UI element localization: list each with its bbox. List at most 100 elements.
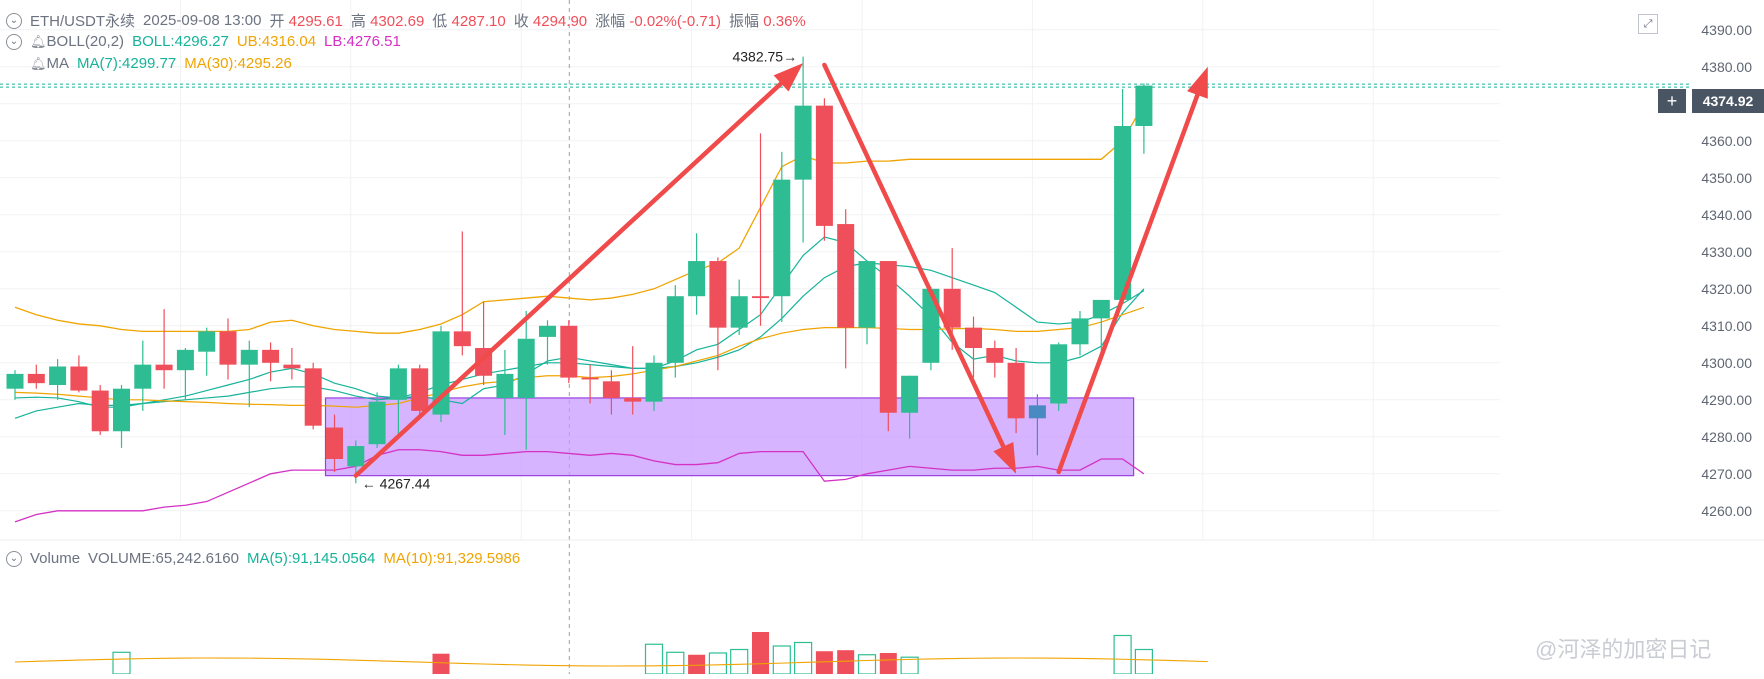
volume-bar (793, 641, 813, 675)
candle (688, 233, 706, 315)
candle-body (176, 349, 194, 371)
tick-label: 4260.00 (1701, 503, 1752, 519)
candle (91, 385, 109, 435)
candle (624, 346, 642, 415)
boll-mid-line (14, 262, 1145, 419)
boll-name: BOLL(20,2) (46, 33, 125, 50)
ma30-value: MA(30):4295.26 (184, 55, 292, 72)
candle (858, 261, 876, 345)
close-label: 收 (513, 13, 529, 30)
tick-label: 4310.00 (1701, 318, 1752, 334)
candle (475, 301, 493, 385)
candle (794, 56, 812, 243)
arrow-head (993, 441, 1017, 474)
candle-body (794, 105, 812, 180)
candle (539, 320, 556, 365)
candle (27, 364, 45, 389)
trend-arrow (822, 62, 1017, 474)
volume-ma5: MA(5):91,145.0564 (246, 550, 376, 567)
watermark: @河泽的加密日记 (1535, 637, 1712, 662)
candle-body (240, 349, 258, 365)
volume-bar (815, 651, 833, 674)
candle-body (602, 381, 620, 398)
fullscreen-icon[interactable]: ⤢ (1638, 14, 1658, 34)
candle-body (1114, 126, 1132, 300)
volume-legend: ⌄ Volume VOLUME:65,242.6160 MA(5):91,145… (6, 550, 520, 567)
arrows-layer (353, 62, 1208, 478)
volume-bar (857, 654, 877, 675)
boll-ub-value: UB:4316.04 (236, 33, 317, 50)
ma-name: MA (46, 55, 70, 72)
bell-icon[interactable]: 🔔︎ (30, 34, 47, 49)
volume-ma10: MA(10):91,329.5986 (383, 550, 521, 567)
candle (304, 362, 322, 430)
tick-label: 4270.00 (1701, 466, 1752, 482)
volume-bar (644, 643, 664, 675)
change-label: 涨幅 (595, 13, 626, 30)
candle (155, 309, 173, 389)
candle (6, 370, 24, 400)
candle (496, 349, 514, 435)
boll-lower-line (14, 449, 1145, 523)
volume-bar (708, 652, 728, 675)
volume-bar (752, 632, 769, 674)
add-alert-button[interactable]: + (1658, 89, 1686, 113)
candle-body (624, 397, 642, 402)
candle-body (91, 390, 109, 432)
candle-body (1007, 362, 1025, 419)
candle-body (581, 377, 599, 380)
tick-label: 4330.00 (1701, 244, 1752, 260)
candle-body (539, 325, 556, 337)
volume-bar (666, 651, 685, 675)
boll-mid-value: BOLL:4296.27 (132, 33, 229, 50)
tick-label: 4340.00 (1701, 207, 1752, 223)
candle (837, 209, 855, 369)
candle (283, 348, 301, 380)
candle (560, 320, 578, 384)
volume-pane (0, 539, 1764, 675)
volume-bar (112, 651, 131, 675)
candle (432, 325, 450, 422)
candle-body (517, 338, 535, 398)
candle (453, 231, 471, 356)
candle (1071, 311, 1089, 356)
boll-legend: ⌄ 🔔︎BOLL(20,2) BOLL:4296.27 UB:4316.04 L… (6, 33, 401, 50)
candle (730, 279, 748, 336)
annotations-layer: 4382.75→ ← 4267.44 (362, 49, 797, 492)
candle (965, 316, 982, 378)
amplitude-value: 0.36% (763, 13, 806, 30)
candle-body (1050, 344, 1068, 404)
tick-label: 4280.00 (1701, 429, 1752, 445)
candle-body (815, 105, 833, 226)
price-axis: 4390.004380.004370.004360.004350.004340.… (1701, 22, 1752, 519)
candle-body (219, 331, 237, 365)
volume-bar (1113, 634, 1132, 675)
candle (49, 359, 67, 400)
tick-label: 4300.00 (1701, 355, 1752, 371)
candle-body (496, 373, 514, 398)
candles-layer (6, 56, 1153, 484)
candle-body (283, 364, 301, 369)
candle-body (326, 427, 343, 459)
candle-body (368, 401, 386, 445)
candle-body (198, 331, 216, 352)
collapse-icon[interactable]: ⌄ (6, 12, 22, 29)
candle (815, 98, 833, 241)
candle-body (1071, 318, 1089, 345)
candle-body (1028, 405, 1046, 419)
collapse-icon[interactable]: ⌄ (6, 550, 22, 567)
candle-body (6, 373, 24, 389)
candle (645, 355, 663, 411)
ma-legend: 🔔︎MA MA(7):4299.77 MA(30):4295.26 (30, 55, 292, 72)
candle (922, 286, 940, 371)
close-value: 4294.90 (532, 13, 588, 30)
low-label: 低 (432, 13, 448, 30)
candle (326, 414, 343, 472)
candle-body (752, 296, 769, 299)
candle (70, 355, 88, 393)
candle-body (411, 368, 429, 411)
collapse-icon[interactable]: ⌄ (6, 33, 22, 50)
bell-icon[interactable]: 🔔︎ (30, 56, 47, 71)
candle (666, 285, 684, 378)
